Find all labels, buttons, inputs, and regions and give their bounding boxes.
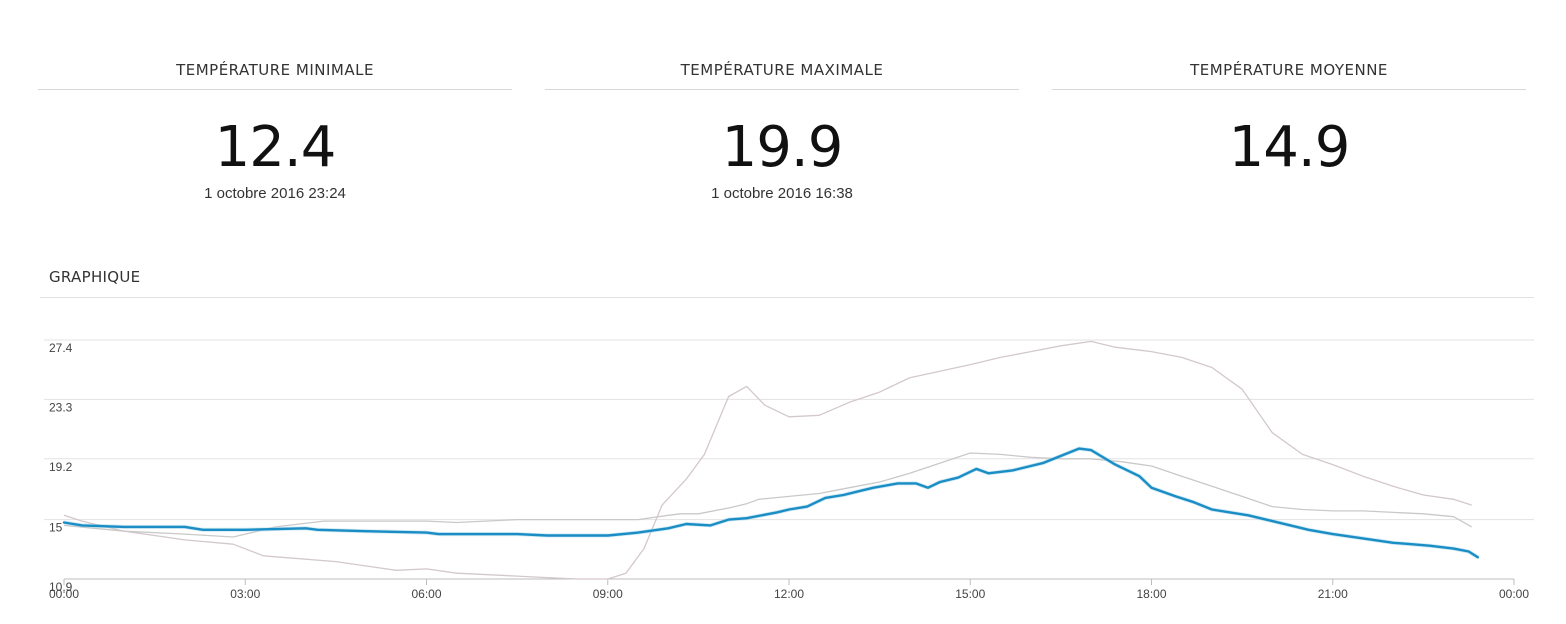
stat-min-date: 1 octobre 2016 23:24 — [204, 185, 346, 202]
x-tick-label: 21:00 — [1318, 587, 1348, 601]
stat-max-title: TEMPÉRATURE MAXIMALE — [680, 61, 884, 79]
x-tick-label: 00:00 — [1499, 587, 1529, 601]
stat-avg: TEMPÉRATURE MOYENNE 14.9 — [1052, 0, 1526, 204]
graph-section-title: GRAPHIQUE — [49, 268, 141, 286]
chart-grid — [44, 339, 1534, 521]
stat-avg-date — [1052, 184, 1526, 204]
x-tick-label: 00:00 — [49, 587, 79, 601]
x-tick-label: 03:00 — [230, 587, 260, 601]
stat-avg-title: TEMPÉRATURE MOYENNE — [1190, 61, 1388, 79]
series-line-main — [62, 447, 1480, 559]
x-tick-label: 12:00 — [774, 587, 804, 601]
x-tick-label: 06:00 — [411, 587, 441, 601]
stat-max-date: 1 octobre 2016 16:38 — [711, 185, 853, 202]
y-tick-label: 15 — [49, 521, 63, 535]
stat-min: TEMPÉRATURE MINIMALE 12.4 1 octobre 2016… — [38, 0, 512, 204]
stat-min-divider — [38, 89, 512, 90]
y-tick-label: 10.9 — [49, 580, 73, 594]
y-tick-label: 27.4 — [49, 341, 73, 355]
stat-min-value: 12.4 — [214, 115, 337, 180]
stat-max: TEMPÉRATURE MAXIMALE 19.9 1 octobre 2016… — [545, 0, 1019, 204]
series-line-min — [63, 340, 1472, 580]
x-tick-label: 09:00 — [593, 587, 623, 601]
stat-max-divider — [545, 89, 1019, 90]
y-tick-label: 19.2 — [49, 460, 73, 474]
chart-series — [62, 340, 1480, 580]
stat-min-title: TEMPÉRATURE MINIMALE — [176, 61, 374, 79]
series-line-max — [63, 452, 1473, 538]
y-tick-label: 23.3 — [49, 400, 73, 414]
x-tick-label: 18:00 — [1136, 587, 1166, 601]
series-main-halo — [63, 446, 1479, 559]
graph-section-divider — [40, 297, 1534, 298]
stat-avg-value: 14.9 — [1228, 115, 1351, 180]
x-tick-label: 15:00 — [955, 587, 985, 601]
stat-avg-divider — [1052, 89, 1526, 90]
stat-max-value: 19.9 — [721, 115, 844, 180]
